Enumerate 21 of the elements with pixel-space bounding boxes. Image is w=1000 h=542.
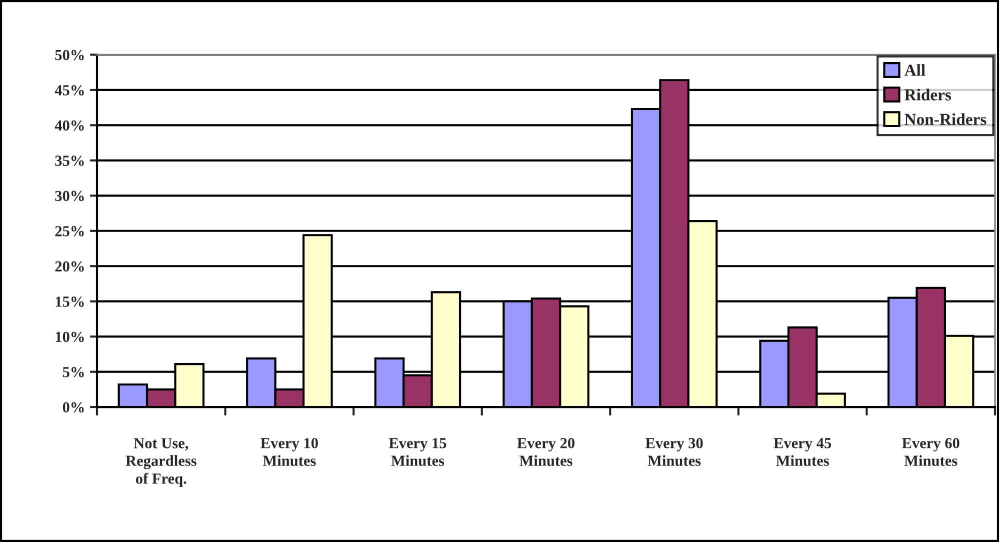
y-tick-label: 30% xyxy=(55,190,84,202)
y-tick-label: 10% xyxy=(56,332,84,342)
legend-label: All xyxy=(904,64,926,76)
y-tick-label: 35% xyxy=(55,156,84,166)
y-tick-label: 5% xyxy=(62,366,84,378)
y-tick-label: 45% xyxy=(54,85,84,96)
legend-label: Non-Riders xyxy=(904,113,986,126)
x-tick-label: Every 45 Minutes xyxy=(774,438,832,466)
x-tick-label: Every 10 Minutes xyxy=(260,438,318,466)
x-tick-label: Every 15 Minutes xyxy=(388,438,446,466)
legend-label: Riders xyxy=(904,88,952,100)
y-tick-label: 40% xyxy=(54,120,84,131)
x-tick-label: Every 20 Minutes xyxy=(517,438,574,466)
y-tick-label: 0% xyxy=(62,402,84,413)
x-tick-label: Not Use, Regardless of Freq. xyxy=(126,438,196,487)
x-tick-label: Every 60 Minutes xyxy=(902,438,960,466)
y-tick-label: 25% xyxy=(55,226,84,236)
x-tick-label: Every 30 Minutes xyxy=(645,438,703,466)
y-tick-label: 50% xyxy=(55,50,84,60)
y-tick-label: 15% xyxy=(56,296,84,307)
y-tick-label: 20% xyxy=(55,261,84,272)
